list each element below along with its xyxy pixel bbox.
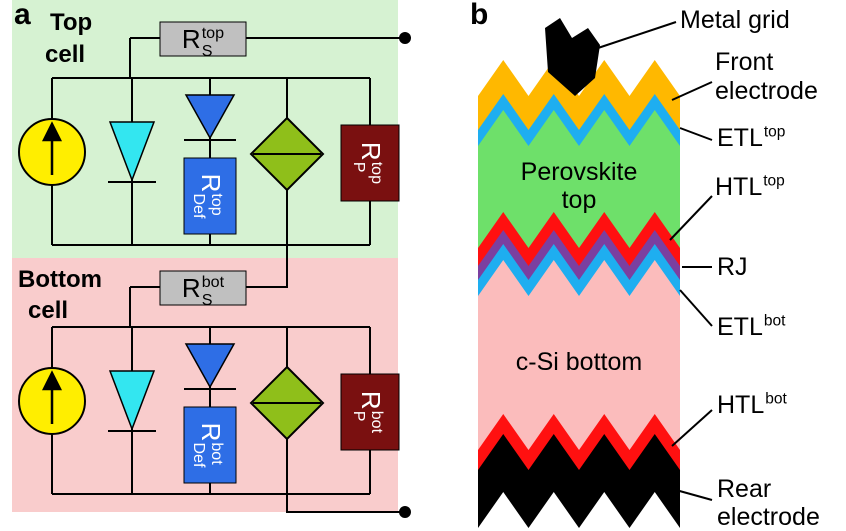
label: cell (45, 41, 85, 68)
label: R (196, 174, 226, 193)
label: HTL (715, 173, 762, 201)
label: R (196, 423, 226, 442)
label: HTL (717, 391, 764, 419)
label: Metal grid (680, 6, 790, 34)
terminal (399, 506, 411, 518)
leader (680, 128, 712, 140)
label: S (202, 42, 213, 60)
label: top (368, 162, 386, 184)
label: P (350, 162, 368, 173)
label: electrode (715, 77, 818, 105)
label: Def (190, 193, 208, 219)
label: c-Si bottom (516, 348, 642, 376)
label: cell (28, 297, 68, 324)
label: Perovskite (521, 158, 638, 186)
label: Bottom (18, 266, 102, 293)
label: top (763, 173, 785, 190)
label: ETL (717, 313, 763, 341)
label: RJ (717, 253, 748, 281)
leader (680, 290, 712, 326)
leader (676, 490, 712, 500)
label: bot (764, 313, 786, 330)
label: b (470, 0, 488, 31)
leader (672, 82, 712, 100)
label: S (202, 291, 213, 309)
label: Def (190, 442, 208, 468)
terminal (399, 32, 411, 44)
label: R (182, 273, 201, 303)
label: top (208, 193, 226, 215)
label: P (350, 411, 368, 422)
label: top (562, 186, 597, 214)
label: bot (202, 273, 225, 291)
label: bot (368, 411, 386, 434)
page: {"panel_a": {"label": "a", "top_cell": {… (0, 0, 846, 531)
label: Rear (717, 475, 771, 503)
label: bot (765, 391, 787, 408)
label: electrode (717, 503, 820, 531)
label: R (356, 142, 386, 161)
label: Top (50, 9, 92, 36)
label: top (202, 24, 224, 42)
label: R (182, 24, 201, 54)
label: R (356, 391, 386, 410)
label: Front (715, 48, 773, 76)
label: ETL (717, 124, 763, 152)
leader (598, 22, 676, 48)
label: bot (208, 442, 226, 465)
label: a (14, 0, 31, 31)
figure: aTopcellRtopDefRtopPRtopSBottomcellRbotD… (0, 0, 846, 531)
label: top (764, 124, 786, 141)
